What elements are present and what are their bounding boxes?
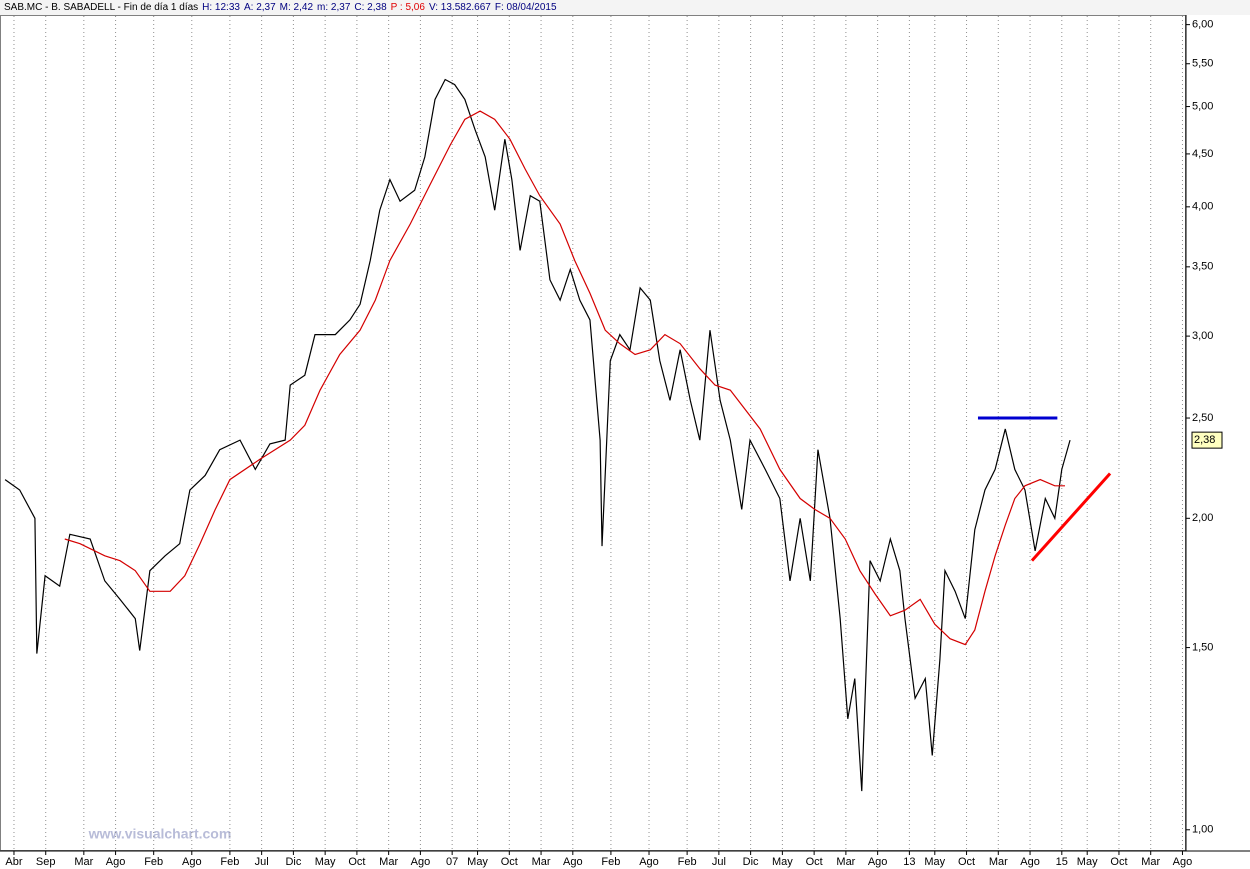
x-tick-label: Jul: [712, 856, 726, 868]
last-price-label: 2,38: [1194, 434, 1215, 446]
y-tick-label: 3,00: [1192, 330, 1213, 342]
y-tick-label: 4,00: [1192, 201, 1213, 213]
x-tick-label: Mar: [532, 856, 551, 868]
x-tick-label: Abr: [5, 856, 22, 868]
x-tick-label: Mar: [379, 856, 398, 868]
x-tick-label: Feb: [144, 856, 163, 868]
y-tick-label: 1,00: [1192, 824, 1213, 836]
x-tick-label: May: [467, 856, 488, 868]
x-tick-label: 15: [1056, 856, 1068, 868]
header-item: C: 2,38: [354, 2, 387, 13]
x-tick-label: Feb: [678, 856, 697, 868]
header-item: F: 08/04/2015: [494, 2, 557, 13]
header-item: m: 2,37: [317, 2, 351, 13]
x-tick-label: 07: [446, 856, 458, 868]
header-item: P : 5,06: [390, 2, 425, 13]
x-tick-label: 13: [903, 856, 915, 868]
y-tick-label: 2,50: [1192, 412, 1213, 424]
x-tick-label: Dic: [743, 856, 759, 868]
x-tick-label: Ago: [639, 856, 659, 868]
x-tick-label: Ago: [1020, 856, 1040, 868]
price-line: [64, 110, 1065, 646]
x-tick-label: May: [1077, 856, 1098, 868]
x-tick-label: Jul: [255, 856, 269, 868]
x-tick-label: Ago: [868, 856, 888, 868]
grid: [13, 16, 1183, 850]
header-item: SAB.MC - B. SABADELL - Fin de día 1 días: [4, 2, 199, 13]
x-tick-label: Feb: [220, 856, 239, 868]
y-tick-label: 6,00: [1192, 19, 1213, 31]
watermark: www.visualchart.com: [88, 826, 232, 842]
x-tick-label: Oct: [348, 856, 365, 868]
trend-line: [1030, 472, 1112, 562]
x-tick-label: May: [772, 856, 793, 868]
y-tick-label: 2,00: [1192, 512, 1213, 524]
x-tick-label: May: [924, 856, 945, 868]
plot-area: [0, 15, 1186, 851]
x-tick-label: Ago: [106, 856, 126, 868]
x-tick-label: Ago: [1173, 856, 1193, 868]
x-tick-label: Feb: [601, 856, 620, 868]
header-item: V: 13.582.667: [428, 2, 491, 13]
header-item: H: 12:33: [202, 2, 240, 13]
x-tick-label: Mar: [836, 856, 855, 868]
x-tick-label: May: [315, 856, 336, 868]
x-tick-label: Mar: [989, 856, 1008, 868]
x-tick-label: Oct: [806, 856, 823, 868]
x-tick-label: Ago: [182, 856, 202, 868]
x-tick-label: Ago: [563, 856, 583, 868]
x-tick-label: Mar: [74, 856, 93, 868]
x-tick-label: Oct: [958, 856, 975, 868]
header-item: M: 2,42: [279, 2, 314, 13]
y-tick-label: 3,50: [1192, 261, 1213, 273]
y-tick-label: 4,50: [1192, 148, 1213, 160]
x-tick-label: Ago: [411, 856, 431, 868]
x-tick-label: Mar: [1141, 856, 1160, 868]
x-tick-label: Sep: [36, 856, 56, 868]
price-line: [4, 78, 1071, 792]
y-tick-label: 5,00: [1192, 100, 1213, 112]
y-tick-label: 5,50: [1192, 58, 1213, 70]
y-tick-label: 1,50: [1192, 641, 1213, 653]
header: SAB.MC - B. SABADELL - Fin de día 1 días…: [0, 0, 1250, 15]
last-price-box: [1191, 431, 1223, 449]
x-tick-label: Oct: [1110, 856, 1127, 868]
header-item: A: 2,37: [243, 2, 276, 13]
x-tick-label: Dic: [285, 856, 301, 868]
x-tick-label: Oct: [501, 856, 518, 868]
